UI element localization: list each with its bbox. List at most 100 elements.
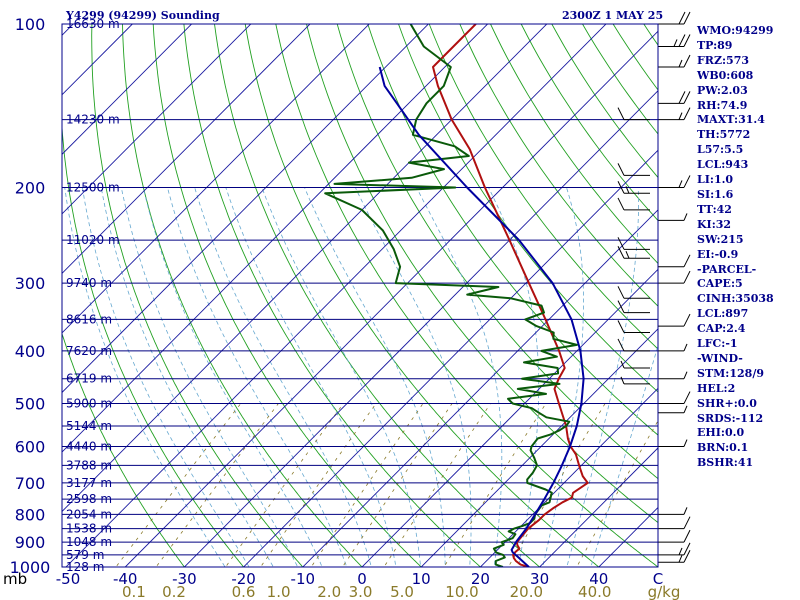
barb-feather [617,107,625,120]
station-title: Y4299 (94299) Sounding [66,9,220,22]
index-item: LCL:943 [697,158,749,172]
index-item: LFC:-1 [697,337,738,351]
index-item: BRN:0.1 [697,441,749,455]
wind-barb [658,550,691,563]
barb-feather [683,175,691,188]
wind-barb [658,175,691,188]
wind-barb [617,107,650,121]
barb-half-feather [683,507,688,515]
pressure-tick-label: 300 [15,274,46,293]
barb-feather [683,54,691,68]
mixing-ratio-label: 2.0 [317,583,341,600]
mixing-ratio-line [443,403,547,567]
barb-feather [678,91,686,104]
temperature-tick-label: 20 [471,570,490,588]
mixing-ratio-line [115,403,242,567]
pressure-tick-label: 500 [15,395,46,414]
wind-barb [617,320,650,334]
pressure-unit-label: mb [3,570,27,588]
mixing-ratio-label: 10.0 [445,583,478,600]
wind-barb [658,507,688,515]
mixing-ratio-line [507,403,606,567]
dry-adiabat [214,24,541,567]
barb-feather [683,254,691,268]
index-item: PW:2.03 [697,83,748,97]
index-item: L57:5.5 [697,143,744,157]
temperature-tick-label: 30 [530,570,549,588]
height-label: 579 m [66,548,104,562]
index-item: WB0:608 [697,68,754,82]
barb-half-feather [678,547,683,556]
barb-feather [683,542,691,556]
barb-feather [617,286,625,299]
height-label: 14230 m [66,113,120,127]
barb-half-feather [625,186,630,194]
moist-adiabat [82,187,250,567]
plot-frame [61,23,659,568]
wind-barb [617,197,650,211]
index-item: CINH:35038 [697,292,774,306]
sounding-time: 2300Z 1 MAY 25 [562,9,664,22]
temperature-tick-label: 40 [589,570,608,588]
wind-barb [617,163,650,176]
moist-adiabat [100,187,274,567]
mixing-ratio-label: 20.0 [510,583,543,600]
wind-barb [617,286,650,299]
isotherm [124,30,658,567]
mixing-ratio-unit-label: g/kg [648,583,681,600]
barb-feather [617,246,625,259]
mixing-ratio-label: 1.0 [267,583,291,600]
isotherm [538,447,658,567]
mixing-ratio-label: 3.0 [349,583,373,600]
barb-feather [683,11,691,25]
temperature-tick-label: -20 [231,570,256,588]
index-item: SRDS:-112 [697,411,764,425]
index-item: WMO:94299 [697,24,774,37]
height-label: 8616 m [66,312,112,326]
barb-feather [683,107,691,120]
index-item: HEL:2 [697,381,736,395]
height-label: 16630 m [66,17,120,31]
index-item: TH:5772 [697,128,751,142]
wind-barb [658,529,691,543]
height-label: 5144 m [66,419,112,433]
index-item: MAXT:31.4 [697,113,765,127]
pressure-tick-label: 900 [15,533,46,552]
isotherm [183,90,658,567]
isotherm [420,328,658,567]
wind-barb [658,313,691,327]
pressure-tick-label: 100 [15,15,46,34]
isotherm [479,387,658,567]
barb-half-feather [683,213,688,221]
barb-half-feather [678,112,683,120]
index-item: LI:1.0 [697,173,734,187]
index-item: KI:32 [697,217,732,231]
pressure-tick-label: 400 [15,342,46,361]
wind-barb [658,54,691,68]
height-label: 6719 m [66,372,112,386]
barb-feather [617,181,625,194]
isotherm [242,149,658,567]
barb-feather [617,300,625,313]
moist-adiabat [225,187,397,567]
barb-feather [683,516,691,529]
height-label: 7620 m [66,344,112,358]
wind-barb [617,237,650,250]
barb-half-feather [678,59,683,68]
mixing-ratio-label: 0.1 [122,583,146,600]
height-label: 11020 m [66,233,120,247]
mixing-ratio-label: 40.0 [578,583,611,600]
wind-barb [617,300,650,314]
height-label: 3177 m [66,476,112,490]
wind-barb [658,107,691,121]
wind-barb [658,343,688,352]
isotherm [302,209,658,567]
height-label: 5900 m [66,397,112,411]
sounding-profiles [324,24,589,567]
dry-adiabat [244,24,600,567]
moist-adiabat [488,187,540,567]
wind-barb [620,376,650,385]
barb-feather [683,529,691,543]
isotherm [62,24,370,334]
